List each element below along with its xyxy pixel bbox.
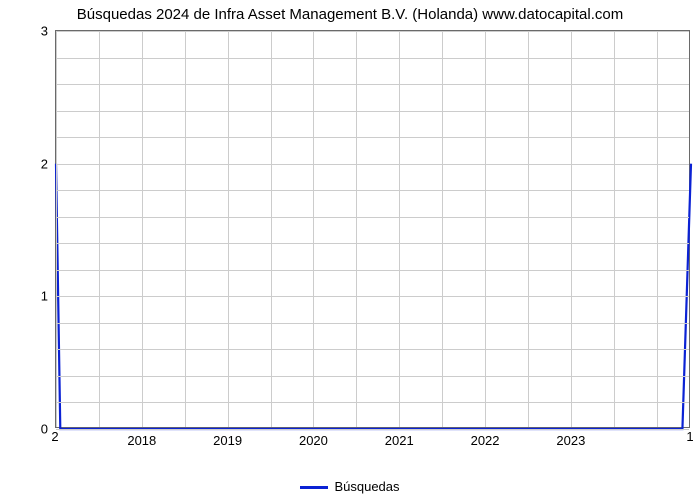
- plot-area: 0123201820192020202120222023: [55, 30, 690, 428]
- grid-line-h: [56, 296, 689, 297]
- grid-line-v: [142, 31, 143, 427]
- grid-line-v: [56, 31, 57, 427]
- secondary-label-right: 1: [686, 429, 693, 444]
- x-tick-label: 2019: [213, 433, 242, 448]
- grid-line-h: [56, 164, 689, 165]
- grid-line-v: [399, 31, 400, 427]
- grid-line-v: [485, 31, 486, 427]
- secondary-label-left: 2: [51, 429, 58, 444]
- legend: Búsquedas: [0, 479, 700, 494]
- legend-swatch: [300, 486, 328, 489]
- grid-line-h: [56, 270, 689, 271]
- grid-line-h: [56, 376, 689, 377]
- grid-line-h: [56, 58, 689, 59]
- series-line: [56, 31, 691, 429]
- grid-line-v: [528, 31, 529, 427]
- grid-line-v: [442, 31, 443, 427]
- x-tick-label: 2020: [299, 433, 328, 448]
- y-tick-label: 2: [41, 156, 48, 171]
- chart-container: Búsquedas 2024 de Infra Asset Management…: [0, 0, 700, 500]
- x-tick-label: 2018: [127, 433, 156, 448]
- y-tick-label: 0: [41, 422, 48, 437]
- chart-title: Búsquedas 2024 de Infra Asset Management…: [0, 6, 700, 23]
- grid-line-v: [185, 31, 186, 427]
- grid-line-h: [56, 31, 689, 32]
- grid-line-v: [356, 31, 357, 427]
- y-tick-label: 3: [41, 24, 48, 39]
- x-tick-label: 2021: [385, 433, 414, 448]
- grid-line-h: [56, 137, 689, 138]
- grid-line-h: [56, 349, 689, 350]
- grid-line-v: [657, 31, 658, 427]
- x-tick-label: 2023: [556, 433, 585, 448]
- grid-line-v: [228, 31, 229, 427]
- grid-line-h: [56, 402, 689, 403]
- grid-line-v: [571, 31, 572, 427]
- grid-line-h: [56, 429, 689, 430]
- grid-line-h: [56, 217, 689, 218]
- legend-label: Búsquedas: [334, 479, 399, 494]
- grid-line-h: [56, 84, 689, 85]
- grid-line-v: [313, 31, 314, 427]
- grid-line-h: [56, 243, 689, 244]
- grid-line-h: [56, 111, 689, 112]
- grid-line-h: [56, 323, 689, 324]
- grid-line-v: [614, 31, 615, 427]
- y-tick-label: 1: [41, 289, 48, 304]
- grid-line-h: [56, 190, 689, 191]
- grid-line-v: [271, 31, 272, 427]
- grid-line-v: [99, 31, 100, 427]
- x-tick-label: 2022: [471, 433, 500, 448]
